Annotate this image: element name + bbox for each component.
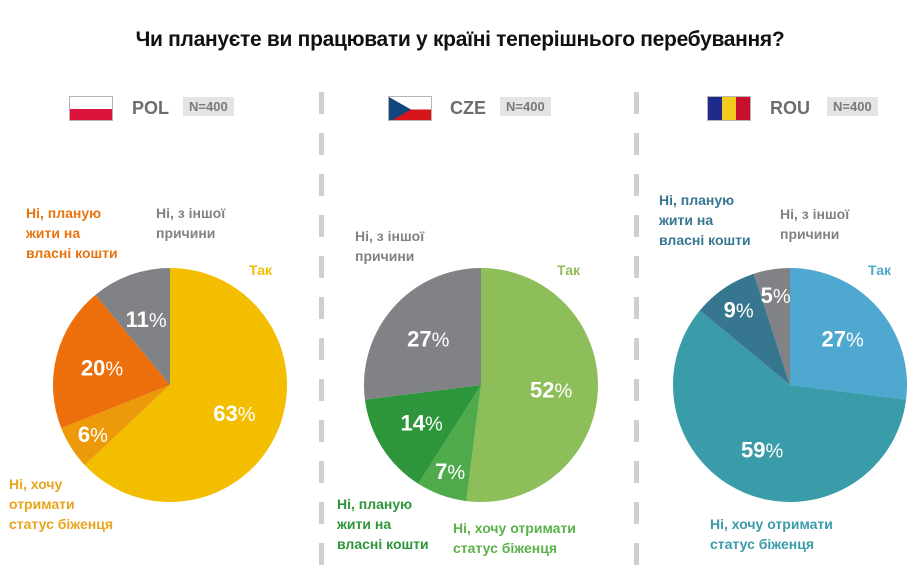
data-label-own-funds: 14% (401, 411, 443, 436)
pie-slice-refugee-status (61, 385, 170, 466)
label-line: причини (355, 248, 415, 264)
label-own-funds: Ні, планую жити на власні кошти (659, 190, 751, 250)
poland-flag-icon (69, 96, 113, 121)
label-line: Ні, з іншої (355, 228, 425, 244)
data-label-refugee-status: 6% (78, 422, 108, 447)
label-line: жити на (337, 516, 392, 532)
label-line: Ні, хочу отримати (453, 520, 576, 536)
label-refugee-status: Ні, хочу отримати статус біженця (710, 514, 833, 554)
pie-slice-yes (466, 268, 598, 502)
label-line: Ні, з іншої (156, 205, 226, 221)
pie-slice-refugee-status (673, 310, 907, 502)
label-line: жити на (26, 225, 81, 241)
label-own-funds: Ні, планую жити на власні кошти (337, 494, 429, 554)
label-other-reason: Ні, з іншої причини (780, 204, 849, 244)
label-yes: Так (868, 262, 891, 278)
pie-pol: 63% 6% 20%11% (53, 268, 288, 502)
romania-flag-icon (707, 96, 751, 121)
pie-slice-other-reason (363, 268, 481, 400)
pie-slice-other-reason (753, 268, 790, 385)
label-line: власні кошти (659, 232, 751, 248)
pie-rou: 27% 59% 9% 5% (673, 268, 908, 502)
label-line: Ні, хочу отримати (710, 516, 833, 532)
data-label-own-funds: 9% (724, 298, 754, 323)
label-line: власні кошти (337, 536, 429, 552)
country-code: ROU (770, 98, 810, 118)
label-line: власні кошти (26, 245, 118, 261)
pie-slice-other-reason (95, 268, 170, 385)
data-label-other-reason: 5% (761, 283, 791, 308)
label-line: статус біженця (9, 516, 114, 532)
data-label-yes: 27% (822, 327, 864, 352)
label-other-reason: Ні, з іншої причини (355, 226, 424, 266)
label-line: статус біженця (453, 540, 558, 556)
label-line: статус біженця (710, 536, 815, 552)
label-yes: Так (249, 262, 272, 278)
country-code: CZE (450, 98, 486, 118)
pie-slice-own-funds (364, 385, 481, 484)
pie-slice-refugee-status (418, 385, 481, 502)
label-line: причини (156, 225, 216, 241)
country-code: POL (132, 98, 170, 118)
label-own-funds: Ні, планую жити на власні кошти (26, 203, 118, 263)
label-line: Ні, планую (337, 496, 413, 512)
label-line: отримати (9, 496, 75, 512)
data-label-refugee-status: 7% (435, 459, 465, 484)
sample-size-badge: N=400 (500, 97, 551, 116)
label-line: причини (780, 226, 840, 242)
data-label-other-reason: 11% (126, 307, 167, 332)
data-label-yes: 63% (213, 401, 255, 426)
label-line: Ні, планую (26, 205, 102, 221)
pie-slice-yes (84, 268, 288, 502)
panel-divider (319, 92, 324, 567)
pie-slice-own-funds (53, 294, 170, 429)
label-line: жити на (659, 212, 714, 228)
label-line: Ні, планую (659, 192, 735, 208)
pie-slice-own-funds (699, 273, 790, 385)
pie-slice-yes (790, 268, 908, 400)
label-other-reason: Ні, з іншої причини (156, 203, 225, 243)
sample-size-badge: N=400 (183, 97, 234, 116)
sample-size-badge: N=400 (827, 97, 878, 116)
label-refugee-status: Ні, хочу отримати статус біженця (453, 518, 576, 558)
chart-title: Чи плануєте ви працювати у країні тепері… (135, 28, 785, 51)
label-yes: Так (557, 262, 580, 278)
label-refugee-status: Ні, хочу отримати статус біженця (9, 474, 113, 534)
data-label-yes: 52% (530, 377, 572, 402)
label-line: Ні, хочу (9, 476, 63, 492)
czech-flag-icon (388, 96, 432, 121)
data-label-other-reason: 27% (407, 327, 449, 352)
panel-divider (634, 92, 639, 567)
data-label-own-funds: 20% (81, 356, 123, 381)
label-line: Ні, з іншої (780, 206, 850, 222)
data-label-refugee-status: 59% (741, 437, 783, 462)
pie-cze: 52% 7% 14% 27% (363, 268, 598, 502)
